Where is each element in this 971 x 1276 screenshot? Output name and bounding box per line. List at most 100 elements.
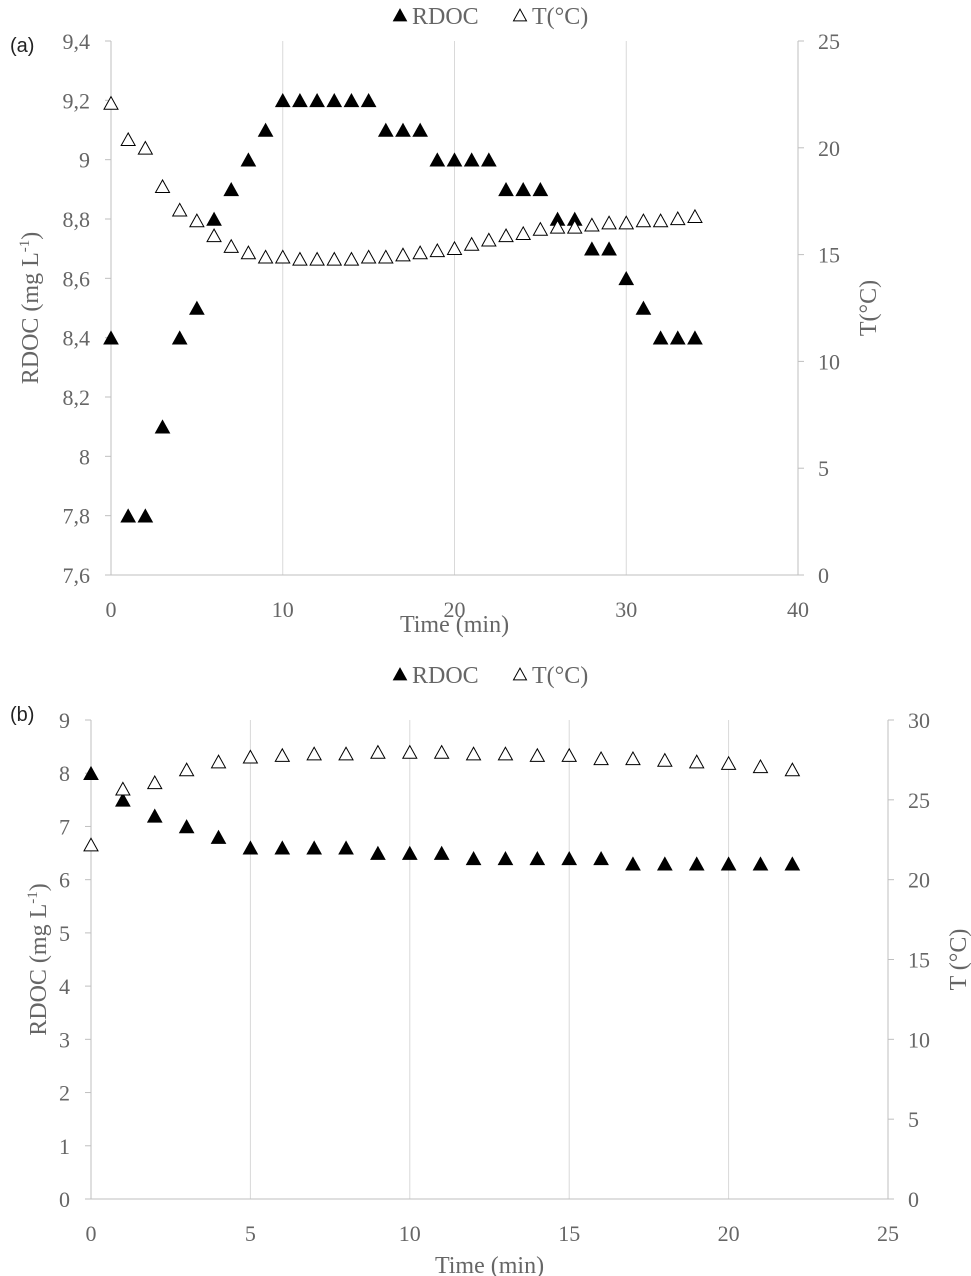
rdoc-point [656,856,673,871]
x-tick-label: 20 [718,1221,740,1246]
y-tick-label: 8 [59,761,70,786]
temperature-point [309,251,325,266]
temperature-point [343,251,360,266]
temperature-point [561,747,578,762]
x-tick-label: 10 [272,597,294,622]
x-tick-label: 20 [444,597,466,622]
rdoc-point [669,330,686,345]
x-tick-label: 40 [787,597,809,622]
rdoc-point [377,122,394,137]
rdoc-point [481,152,497,167]
y2-tick-label: 5 [818,456,829,481]
rdoc-point [395,122,411,137]
x-tick-label: 0 [106,597,117,622]
y2-axis-title: T (°C) [946,929,971,991]
rdoc-point [338,840,354,855]
temperature-point [412,245,428,260]
x-tick-label: 15 [558,1221,580,1246]
y2-tick-label: 15 [908,948,930,973]
legend-marker [512,8,528,22]
rdoc-point [584,241,600,256]
y-tick-label: 1 [59,1134,70,1159]
x-tick-label: 30 [615,597,637,622]
y2-tick-label: 20 [908,868,930,893]
temperature-point [206,228,222,243]
temperature-point [395,247,411,262]
rdoc-point [146,808,163,823]
temperature-point [115,781,131,796]
rdoc-point [306,840,323,855]
rdoc-point [171,330,188,345]
y-tick-label: 2 [59,1081,70,1106]
rdoc-point [720,856,737,871]
y-tick-label: 8,4 [63,326,91,351]
rdoc-point [370,845,386,860]
temperature-point [752,758,769,774]
temperature-point [120,131,137,147]
temperature-point [189,213,205,228]
rdoc-point [257,122,274,137]
temperature-point [687,208,703,223]
temperature-point [242,749,259,764]
rdoc-point [189,300,205,315]
temperature-point [784,762,801,777]
y2-tick-label: 20 [818,136,840,161]
y-tick-label: 7,8 [63,504,91,529]
temperature-point [360,249,377,264]
rdoc-point [532,182,549,197]
rdoc-point [784,856,801,871]
y-tick-label: 0 [59,1187,70,1212]
y2-tick-label: 0 [818,563,829,588]
panel-label: (a) [10,35,34,57]
temperature-point [370,744,386,759]
temperature-point [292,251,308,266]
rdoc-point [752,856,769,871]
temperature-point [171,202,188,217]
y-tick-label: 7 [59,814,70,839]
legend-label: T(°C) [532,4,588,30]
temperature-point [532,221,549,236]
legend-marker [392,8,408,22]
temperature-point [326,251,343,266]
rdoc-point [242,840,259,855]
x-tick-label: 0 [86,1221,97,1246]
temperature-point [549,219,566,234]
x-tick-label: 5 [245,1221,256,1246]
chart-panel-b: (b) 0 5 10 15 20 25 0 1 2 3 4 5 6 7 8 9 0 5 10 15 20 25 30 Time … [10,663,971,1276]
x-axis-title: Time (min) [435,1253,544,1276]
legend-marker [512,667,528,681]
rdoc-point [465,851,482,866]
rdoc-point [463,152,480,167]
temperature-point [625,750,641,766]
y-axis-title: RDOC (mg L-1) [17,232,44,385]
y-tick-label: 8 [79,444,90,469]
temperature-point [429,242,446,258]
y-tick-label: 9,2 [63,88,91,113]
temperature-point [146,774,163,790]
rdoc-point [446,152,463,167]
rdoc-point [625,856,641,871]
temperature-point [618,215,635,230]
temperature-point [497,746,514,761]
rdoc-point [210,829,227,844]
rdoc-point [498,182,514,197]
y2-tick-label: 30 [908,708,930,733]
temperature-point [306,746,323,761]
legend-label: RDOC [412,663,479,689]
temperature-point [601,215,617,230]
temperature-point [137,140,154,155]
rdoc-point [326,93,343,108]
temperature-point [257,249,274,264]
temperature-point [515,225,532,241]
rdoc-point [274,840,291,855]
y2-tick-label: 25 [818,29,840,54]
rdoc-point [433,845,450,860]
temperature-point [377,249,394,264]
temperature-point [223,238,240,253]
temperature-point [656,752,673,767]
temperature-point [669,210,686,226]
rdoc-point [206,211,222,226]
temperature-point [688,754,705,769]
y-tick-label: 8,8 [63,207,91,232]
rdoc-point [429,152,446,167]
